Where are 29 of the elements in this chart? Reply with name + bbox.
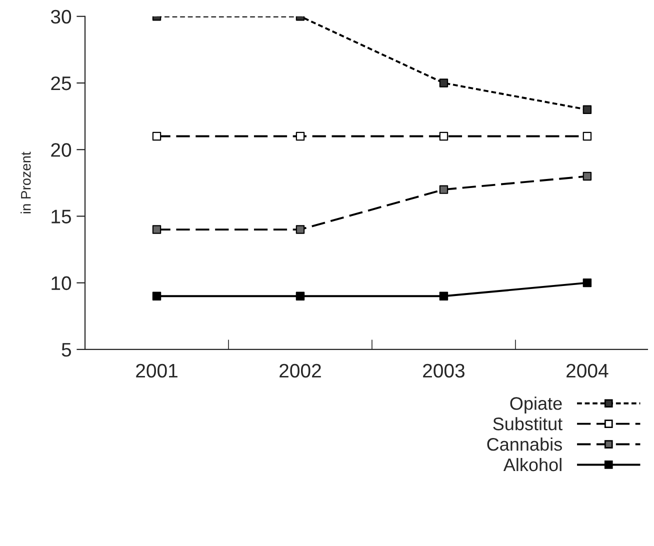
point <box>152 132 162 141</box>
point <box>296 292 305 301</box>
point <box>582 132 592 141</box>
x-tick-label: 2003 <box>423 364 464 378</box>
point <box>439 78 448 88</box>
point <box>582 172 592 181</box>
legend-label: Cannabis <box>487 438 562 451</box>
point <box>152 292 162 301</box>
y-axis-title: in Prozent <box>20 152 31 214</box>
point <box>582 105 592 114</box>
y-tick-label: 20 <box>51 143 72 157</box>
point <box>582 278 592 288</box>
point <box>439 132 448 141</box>
point <box>296 132 305 141</box>
point <box>296 225 305 234</box>
legend-label: Opiate <box>510 396 562 414</box>
x-tick-label: 2004 <box>566 364 608 378</box>
x-tick-label: 2001 <box>136 364 178 378</box>
y-tick-label: 30 <box>50 10 72 24</box>
y-tick-label: 10 <box>52 276 72 290</box>
y-tick-label: 15 <box>52 210 72 224</box>
x-tick-label: 2002 <box>280 364 321 378</box>
point <box>152 225 162 234</box>
point <box>439 185 448 194</box>
legend-label: Alkohol <box>503 458 562 472</box>
legend-label: Substitut <box>493 417 562 430</box>
point <box>439 292 448 301</box>
y-tick-label: 25 <box>51 76 72 90</box>
y-tick-label: 5 <box>62 343 72 357</box>
